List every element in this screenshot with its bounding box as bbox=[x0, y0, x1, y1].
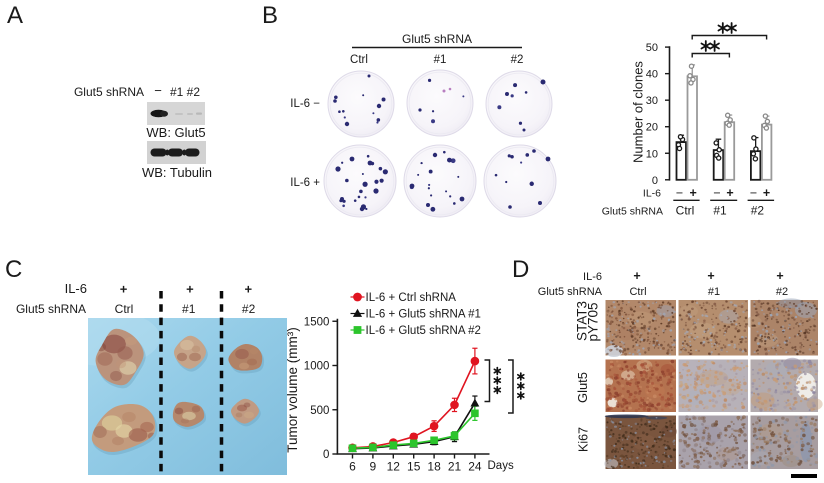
svg-text:0: 0 bbox=[652, 175, 658, 187]
svg-text:Ctrl: Ctrl bbox=[350, 54, 368, 66]
svg-text:−: − bbox=[676, 186, 683, 200]
svg-text:40: 40 bbox=[646, 69, 658, 81]
svg-text:21: 21 bbox=[448, 460, 462, 474]
svg-text:WB: Glut5: WB: Glut5 bbox=[146, 125, 205, 140]
svg-text:−: − bbox=[713, 186, 720, 200]
svg-text:10: 10 bbox=[646, 148, 658, 160]
svg-text:Glut5: Glut5 bbox=[575, 372, 590, 403]
svg-text:#1 #2: #1 #2 bbox=[170, 85, 200, 99]
svg-text:#2: #2 bbox=[511, 54, 524, 66]
svg-text:IL-6 −: IL-6 − bbox=[290, 98, 320, 110]
svg-text:B: B bbox=[262, 2, 278, 29]
svg-text:pY705: pY705 bbox=[586, 302, 601, 341]
svg-text:1500: 1500 bbox=[304, 316, 330, 328]
svg-text:50: 50 bbox=[646, 42, 658, 54]
svg-text:Glut5 shRNA: Glut5 shRNA bbox=[602, 206, 663, 218]
svg-text:#1: #1 bbox=[434, 54, 447, 66]
svg-text:WB: Tubulin: WB: Tubulin bbox=[142, 165, 212, 180]
svg-text:#1: #1 bbox=[182, 302, 196, 316]
svg-text:20: 20 bbox=[646, 122, 658, 134]
svg-text:IL-6 + Glut5 shRNA #1: IL-6 + Glut5 shRNA #1 bbox=[366, 309, 481, 321]
svg-text:24: 24 bbox=[468, 460, 482, 474]
svg-text:IL-6: IL-6 bbox=[65, 281, 87, 296]
svg-text:STAT3: STAT3 bbox=[575, 301, 590, 341]
svg-text:+: + bbox=[120, 282, 128, 297]
svg-text:+: + bbox=[633, 269, 640, 283]
svg-text:Number of clones: Number of clones bbox=[631, 61, 646, 163]
svg-text:IL-6: IL-6 bbox=[643, 188, 661, 200]
svg-text:D: D bbox=[512, 256, 529, 283]
svg-text:Ctrl: Ctrl bbox=[629, 286, 646, 298]
svg-text:9: 9 bbox=[370, 460, 377, 474]
svg-text:1000: 1000 bbox=[304, 361, 330, 373]
svg-text:+: + bbox=[776, 269, 783, 283]
svg-text:Glut5 shRNA: Glut5 shRNA bbox=[538, 286, 603, 298]
svg-text:+: + bbox=[690, 186, 697, 200]
svg-text:Glut5 shRNA: Glut5 shRNA bbox=[402, 32, 472, 46]
svg-text:#2: #2 bbox=[242, 302, 256, 316]
svg-text:Ki67: Ki67 bbox=[577, 427, 591, 452]
svg-text:Tumor volume (mm³): Tumor volume (mm³) bbox=[285, 327, 300, 453]
svg-text:Days: Days bbox=[488, 460, 514, 472]
svg-text:12: 12 bbox=[387, 460, 401, 474]
svg-text:A: A bbox=[7, 2, 23, 29]
svg-text:IL-6 +: IL-6 + bbox=[290, 177, 320, 189]
svg-text:#1: #1 bbox=[713, 204, 727, 218]
svg-text:IL-6: IL-6 bbox=[583, 271, 602, 283]
svg-text:30: 30 bbox=[646, 95, 658, 107]
svg-text:+: + bbox=[726, 186, 733, 200]
svg-text:+: + bbox=[186, 282, 194, 297]
svg-text:6: 6 bbox=[349, 460, 356, 474]
svg-text:C: C bbox=[5, 256, 22, 283]
svg-text:IL-6 + Glut5 shRNA #2: IL-6 + Glut5 shRNA #2 bbox=[366, 325, 481, 337]
svg-text:15: 15 bbox=[407, 460, 421, 474]
svg-text:18: 18 bbox=[427, 460, 441, 474]
svg-text:+: + bbox=[245, 282, 253, 297]
svg-text:Ctrl: Ctrl bbox=[115, 302, 134, 316]
svg-text:500: 500 bbox=[310, 405, 329, 417]
svg-text:+: + bbox=[763, 186, 770, 200]
svg-text:#2: #2 bbox=[751, 204, 765, 218]
svg-text:#2: #2 bbox=[776, 286, 788, 298]
svg-text:IL-6 + Ctrl shRNA: IL-6 + Ctrl shRNA bbox=[366, 292, 457, 304]
svg-text:#1: #1 bbox=[708, 286, 720, 298]
svg-text:−: − bbox=[750, 186, 757, 200]
svg-text:+: + bbox=[707, 269, 714, 283]
svg-text:Glut5 shRNA: Glut5 shRNA bbox=[16, 302, 86, 316]
svg-text:−: − bbox=[154, 83, 162, 98]
svg-text:Ctrl: Ctrl bbox=[676, 204, 695, 218]
svg-text:0: 0 bbox=[323, 449, 329, 461]
svg-text:Glut5 shRNA: Glut5 shRNA bbox=[74, 85, 144, 99]
